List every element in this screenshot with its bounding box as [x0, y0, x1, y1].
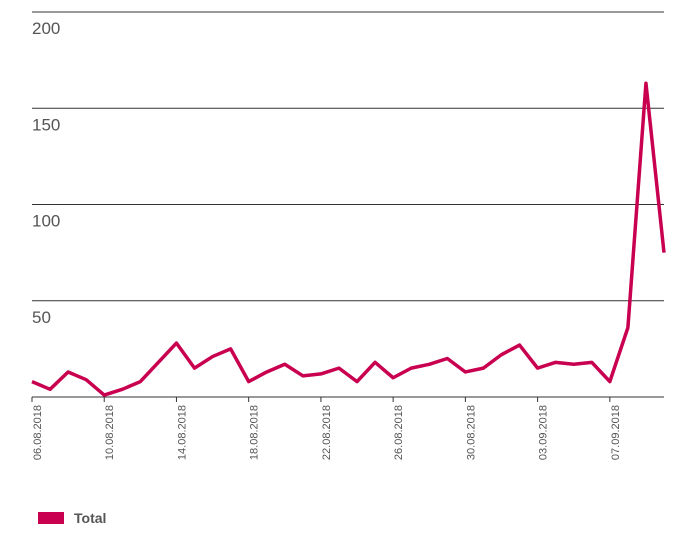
x-tick-label: 22.08.2018 — [321, 405, 333, 460]
y-tick-label: 50 — [32, 308, 51, 327]
y-tick-label: 200 — [32, 19, 60, 38]
y-tick-label: 150 — [32, 115, 60, 134]
legend-swatch — [38, 512, 64, 524]
legend-label: Total — [74, 510, 106, 526]
x-tick-label: 03.09.2018 — [538, 405, 550, 460]
x-tick-label: 30.08.2018 — [465, 405, 477, 460]
x-tick-label: 06.08.2018 — [32, 405, 44, 460]
line — [31, 81, 666, 397]
x-tick-label: 26.08.2018 — [393, 405, 405, 460]
x-tick-label: 18.08.2018 — [249, 405, 261, 460]
x-tick-label: 10.08.2018 — [104, 405, 116, 460]
x-tick-label: 14.08.2018 — [176, 405, 188, 460]
x-tick-label: 07.09.2018 — [610, 405, 622, 460]
y-tick-label: 100 — [32, 212, 60, 231]
